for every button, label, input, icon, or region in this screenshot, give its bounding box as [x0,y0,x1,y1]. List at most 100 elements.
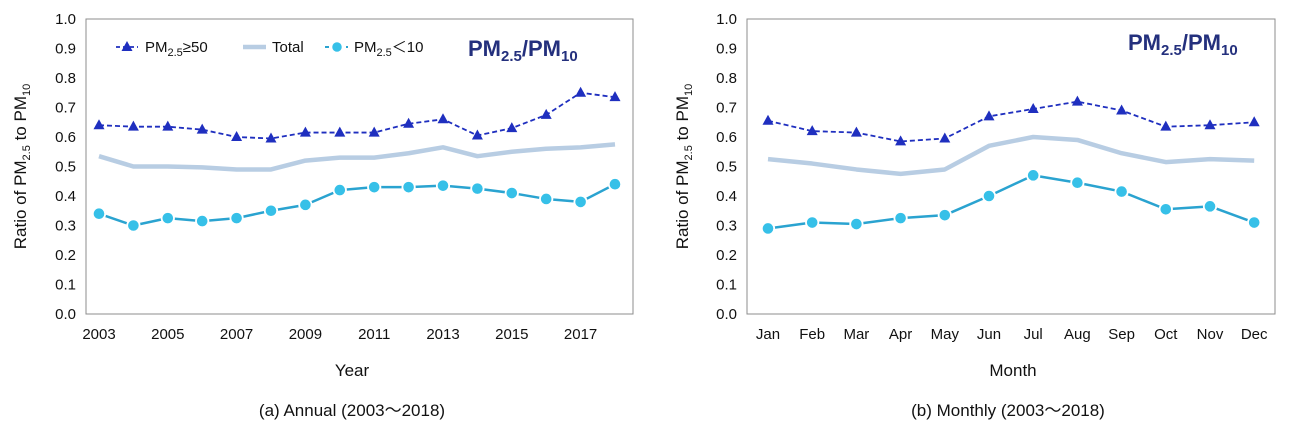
y-tick-label: 0.0 [716,306,737,323]
legend-total-label: Total [272,39,304,56]
series-low-point [435,178,451,193]
series-low-point [539,191,554,207]
y-tick-label: 0.1 [55,277,76,294]
series-low-point [263,203,279,218]
series-low-point [504,185,519,201]
x-tick-label: Oct [1154,326,1178,343]
series-high-point [506,122,518,133]
series-high-point [850,126,862,137]
series-low-point [1026,168,1041,183]
series-low-point [607,177,623,192]
series-high-point [1248,116,1260,127]
series-low-point [937,208,952,223]
x-tick-label: Nov [1197,326,1224,343]
plot-frame [746,18,1276,315]
series-low-point [1114,184,1129,199]
series-low-point [1202,199,1218,214]
y-tick-label: 0.9 [55,41,76,58]
series-high-point [1027,102,1039,113]
x-tick-label: 2017 [564,326,597,343]
x-tick-label: 2005 [151,326,184,343]
x-tick-label: Sep [1108,326,1135,343]
series-low-line [98,183,616,227]
series-high-line [98,91,616,140]
y-tick-label: 0.8 [716,70,737,87]
x-tick-label: 2007 [220,326,253,343]
series-low-point [195,213,210,229]
y-tick-label: 0.8 [55,70,76,87]
series-high-point [1160,120,1172,131]
y-tick-label: 0.4 [55,188,76,205]
series-high-point [806,125,818,136]
y-tick-label: 0.3 [55,218,76,235]
series-high-point [983,110,995,121]
series-high-point [127,120,139,131]
series-low-point [893,211,908,226]
x-tick-label: Mar [843,326,869,343]
legend-low-label: PM2.5＜10 [354,39,423,59]
series-low-point [1158,202,1173,217]
x-axis-label: Year [335,361,370,380]
series-high-point [575,86,587,97]
series-low-point [470,181,485,196]
series-high-point [762,114,774,125]
series-low-point [298,197,313,212]
series-low-point [126,218,141,233]
y-tick-label: 0.6 [55,129,76,146]
y-tick-label: 0.5 [55,159,76,176]
series-low-point [1247,215,1262,230]
series-high-point [162,120,174,131]
series-low-point [91,206,107,221]
series-low-point [229,211,244,226]
y-tick-label: 0.4 [716,188,737,205]
series-high-point [1071,95,1083,106]
x-tick-label: May [931,326,960,343]
series-high-point [609,91,621,102]
y-tick-label: 0.7 [716,100,737,117]
series-high-point [334,126,346,137]
x-tick-label: Apr [889,326,912,343]
chart-title: PM2.5/PM10 [1128,30,1238,59]
series-low-point [981,188,997,204]
x-tick-label: Jun [977,326,1001,343]
x-tick-label: Dec [1241,326,1268,343]
series-low-point [160,211,175,226]
legend-low-marker [330,40,344,54]
series-total-line [98,142,616,172]
legend-high-label: PM2.5≥50 [145,39,208,59]
y-tick-label: 0.5 [716,159,737,176]
series-high-point [93,119,105,130]
series-high-point [437,113,449,124]
x-axis-label: Month [989,361,1036,380]
series-high-point [1204,119,1216,130]
y-tick-label: 1.0 [716,11,737,28]
legend-high-marker [121,41,133,51]
y-tick-label: 0.7 [55,100,76,117]
x-tick-label: 2009 [289,326,322,343]
series-high-point [299,126,311,137]
y-tick-label: 1.0 [55,11,76,28]
y-tick-label: 0.3 [716,218,737,235]
series-low-point [1070,175,1085,190]
chart-caption: (a) Annual (2003～2018) [259,401,445,420]
x-tick-label: 2015 [495,326,528,343]
chart-title: PM2.5/PM10 [468,36,578,65]
y-tick-label: 0.0 [55,306,76,323]
x-tick-label: Jul [1024,326,1043,343]
y-tick-label: 0.9 [716,41,737,58]
series-high-line [767,100,1255,143]
y-axis-label: Ratio of PM2.5 to PM10 [11,84,33,249]
series-low-point [805,215,820,230]
chart-monthly: 0.0 0.1 0.2 0.3 0.4 0.5 0.6 0.7 0.8 0.9 1.0 Jan Feb M… [673,11,1276,420]
x-tick-label: Aug [1064,326,1091,343]
chart-caption: (b) Monthly (2003～2018) [911,401,1105,420]
series-high-point [1116,104,1128,115]
series-high-point [939,132,951,143]
y-tick-label: 0.6 [716,129,737,146]
series-high-point [231,131,243,141]
series-low-point [573,194,588,209]
x-tick-label: 2003 [82,326,115,343]
x-tick-label: Jan [756,326,780,343]
series-high-point [895,135,907,146]
legend: PM2.5≥50 Total PM2.5＜10 [116,39,423,59]
